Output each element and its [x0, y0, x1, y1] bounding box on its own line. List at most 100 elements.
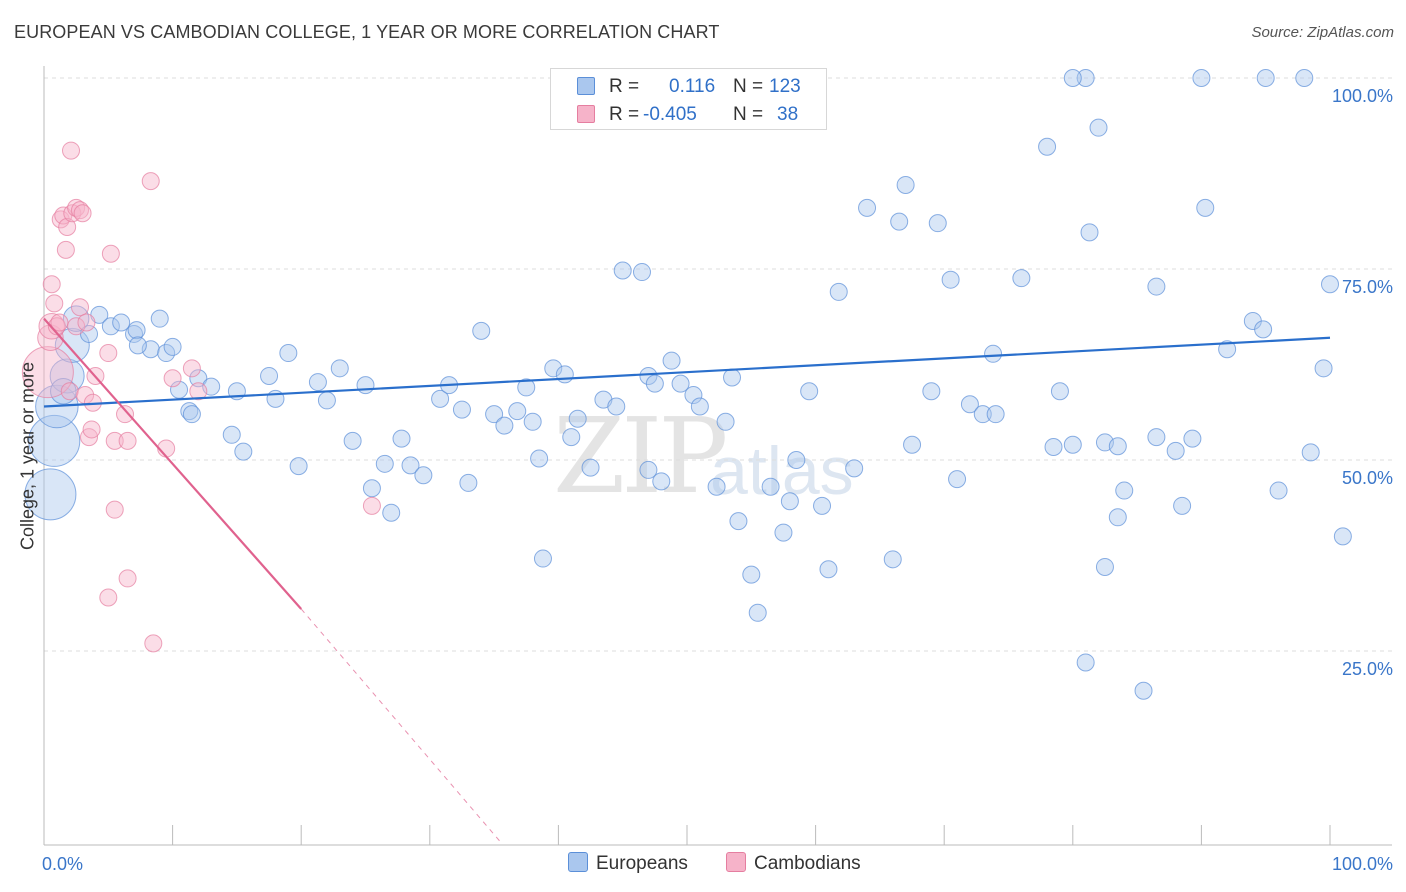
cambodian-point: [82, 420, 101, 439]
european-point: [829, 282, 848, 301]
european-point: [845, 459, 864, 478]
european-point: [1038, 137, 1057, 156]
european-point: [922, 382, 941, 401]
european-point: [392, 429, 411, 448]
legend-r-value: 0.116: [669, 76, 716, 97]
european-point: [523, 412, 542, 431]
european-point: [495, 416, 514, 435]
european-point: [452, 400, 471, 419]
cambodian-point: [144, 634, 163, 653]
european-point: [1254, 320, 1273, 339]
european-point: [128, 336, 147, 355]
cambodian-point: [45, 294, 64, 313]
cambodian-point: [56, 240, 75, 259]
axis-layer: [43, 66, 1392, 846]
european-point: [645, 374, 664, 393]
y-tick-label: 75.0%: [1342, 277, 1393, 297]
grid-layer: [44, 77, 1392, 652]
european-point: [279, 344, 298, 363]
legend-row-europeans: R = 0.116 N = 123: [551, 72, 826, 100]
european-point: [555, 365, 574, 384]
european-point: [780, 492, 799, 511]
european-point: [49, 358, 85, 394]
legend-row-cambodians: R = -0.405 N = 38: [551, 100, 826, 128]
european-point: [1063, 69, 1082, 87]
european-point: [761, 477, 780, 496]
chart-title: EUROPEAN VS CAMBODIAN COLLEGE, 1 YEAR OR…: [14, 22, 720, 42]
european-point: [941, 270, 960, 289]
european-point: [1108, 437, 1127, 456]
european-point: [485, 405, 504, 424]
european-point: [1115, 481, 1134, 500]
cambodian-point: [116, 405, 135, 424]
european-point: [362, 479, 381, 498]
cambodian-point: [105, 500, 124, 519]
cambodian-point: [118, 431, 137, 450]
bottom-legend-cambodians: Cambodians: [726, 852, 861, 875]
european-point: [639, 460, 658, 479]
european-point: [903, 435, 922, 454]
european-point: [472, 321, 491, 340]
european-point: [716, 412, 735, 431]
european-point: [127, 321, 146, 340]
european-point: [308, 373, 327, 392]
cambodian-point: [60, 382, 79, 401]
legend-n-label: N =: [733, 76, 764, 97]
european-point: [671, 374, 690, 393]
legend-n-label: N =: [733, 104, 764, 125]
european-point: [562, 428, 581, 447]
european-point: [1063, 435, 1082, 454]
european-point: [1183, 429, 1202, 448]
correlation-legend: R = 0.116 N = 123 R = -0.405 N = 38: [550, 68, 827, 130]
european-point: [260, 366, 279, 385]
european-point: [163, 337, 182, 356]
european-point: [1134, 681, 1153, 700]
european-point: [662, 351, 681, 370]
bottom-legend-europeans: Europeans: [568, 852, 688, 875]
cambodian-point: [99, 344, 118, 363]
european-point: [819, 560, 838, 579]
european-point: [459, 473, 478, 492]
european-point: [1192, 69, 1211, 87]
cambodian-point: [58, 217, 77, 236]
european-point: [787, 451, 806, 469]
european-point: [890, 212, 909, 231]
european-point: [101, 317, 120, 336]
european-point: [928, 214, 947, 233]
cambodian-point: [42, 275, 61, 294]
european-point: [986, 405, 1005, 424]
chart-source: Source: ZipAtlas.com: [1251, 24, 1394, 41]
european-trend-line: [43, 336, 1331, 408]
cambodian-point: [21, 346, 74, 399]
european-point: [401, 456, 420, 475]
cambodians-legend-label: Cambodians: [754, 853, 861, 874]
european-point: [984, 344, 1003, 363]
legend-r-value: -0.405: [643, 104, 697, 125]
watermark-atlas: atlas: [710, 433, 854, 509]
european-point: [1147, 277, 1166, 296]
label-layer: 25.0% 50.0% 75.0% 100.0% 0.0% 100.0%: [42, 86, 1393, 874]
european-point: [607, 397, 626, 416]
european-point: [1012, 269, 1031, 288]
european-point: [150, 309, 169, 328]
european-point: [690, 397, 709, 416]
european-point: [544, 359, 563, 378]
european-point: [182, 405, 201, 424]
cambodians-legend-swatch: [726, 852, 746, 872]
european-point: [652, 472, 671, 491]
european-point: [62, 305, 90, 332]
europeans-legend-label: Europeans: [596, 853, 688, 874]
european-point: [723, 368, 742, 387]
european-point: [632, 263, 651, 282]
european-point: [1044, 438, 1063, 457]
european-point: [948, 470, 967, 489]
european-point: [234, 442, 253, 461]
legend-r-label: R =: [609, 104, 640, 125]
european-point: [24, 468, 77, 521]
european-point: [289, 457, 308, 476]
cambodian-point: [71, 298, 90, 317]
european-point: [382, 503, 401, 522]
european-point: [317, 391, 336, 410]
cambodian-point: [362, 496, 381, 515]
european-point: [414, 466, 433, 485]
